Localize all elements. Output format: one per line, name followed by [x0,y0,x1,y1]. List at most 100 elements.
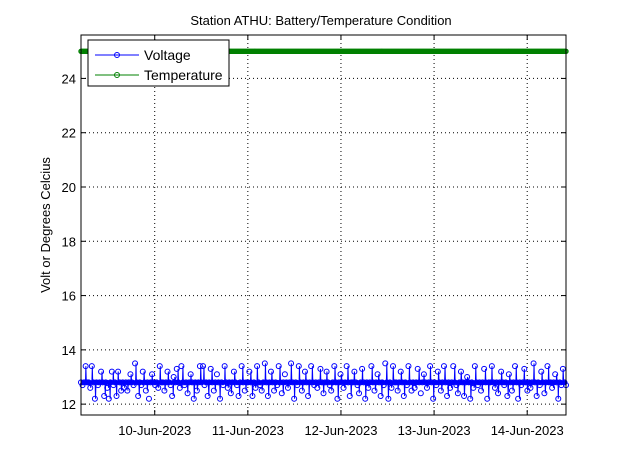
data-point [206,379,213,386]
data-point [281,371,288,378]
data-point [238,363,245,370]
data-point [184,390,191,397]
data-point [481,365,488,372]
data-point [247,379,254,386]
data-point [399,379,406,386]
data-point [190,395,197,402]
data-point [288,360,295,367]
data-point [283,379,290,386]
data-point [406,379,413,386]
data-point [145,395,152,402]
data-point [306,379,313,386]
data-point [450,363,457,370]
data-point [448,379,455,386]
data-point [369,379,376,386]
data-point [411,384,418,391]
data-point [133,379,140,386]
data-point [298,387,305,394]
data-point [204,393,211,399]
legend-temperature-label: Temperature [144,67,223,83]
data-point [210,387,217,394]
data-point [195,379,202,386]
data-point [87,384,94,391]
data-point [159,379,166,386]
data-point [383,379,390,386]
data-point [90,379,97,386]
data-point [508,387,515,394]
data-point [246,368,253,375]
data-point [147,379,154,386]
axes-frame [80,34,567,416]
data-point [512,363,519,370]
data-point [284,384,291,391]
data-point [217,395,224,402]
data-point [373,379,380,386]
data-point [187,371,194,378]
x-tick-label-4: 14-Jun-2023 [491,423,564,438]
data-point [303,379,310,386]
data-point [82,363,89,370]
data-point [98,368,105,375]
data-point [312,379,319,386]
data-point [464,374,471,380]
data-point [397,368,404,375]
data-point [241,387,248,394]
data-point [359,365,366,372]
data-point [144,379,151,386]
data-point [533,393,540,399]
data-point [226,379,233,386]
data-point [224,384,231,391]
data-point [510,379,517,386]
data-point [457,368,464,375]
data-point [414,365,421,372]
data-point [335,379,342,386]
data-point [277,379,284,386]
data-point [459,379,466,386]
data-point [471,363,478,370]
data-point [119,379,126,386]
data-point [396,379,403,386]
data-point [113,393,120,399]
data-point [444,393,451,399]
ticks: 10-Jun-2023 11-Jun-2023 12-Jun-2023 13-Jun-… [62,35,566,438]
data-point [167,382,174,389]
data-point [200,363,207,370]
data-point [478,387,485,394]
y-axis-label: Volt or Degrees Celcius [38,157,53,293]
data-point [261,360,268,367]
data-point [385,395,392,402]
data-point [507,379,514,386]
data-point [108,368,115,375]
data-point [323,368,330,375]
data-point [237,379,244,386]
data-point [519,379,526,386]
y-tick-label-4: 20 [62,180,76,195]
data-point [410,379,417,386]
data-point [343,363,350,370]
data-point [135,393,142,399]
data-point [318,379,325,386]
series-voltage [78,360,569,402]
y-tick-label-2: 16 [62,289,76,304]
data-point [337,371,344,378]
data-point [125,379,132,386]
data-point [297,379,304,386]
data-point [454,390,461,397]
data-point [495,390,502,397]
data-point [286,379,293,386]
data-point [192,379,199,386]
data-point [544,363,551,370]
data-point [221,363,228,370]
data-point [496,379,503,386]
data-point [547,379,554,386]
data-point [356,390,363,397]
data-point [447,384,454,391]
data-point [320,390,327,397]
data-point [437,387,444,394]
legend-voltage-label: Voltage [144,47,191,63]
data-point [329,379,336,386]
data-point [416,379,423,386]
data-point [430,395,437,402]
data-point [209,379,216,386]
data-point [317,365,324,372]
